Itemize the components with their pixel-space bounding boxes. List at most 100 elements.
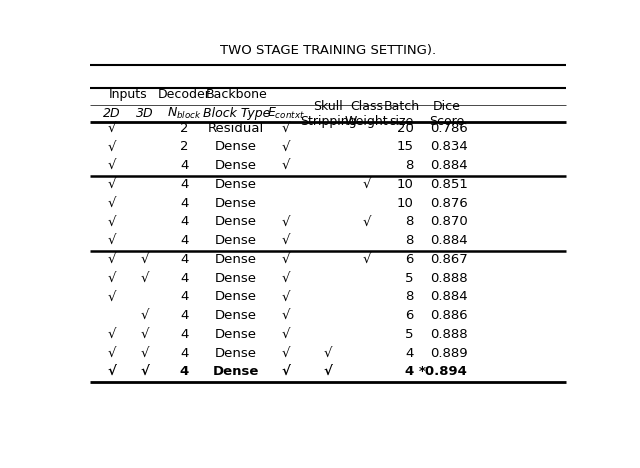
Text: 4: 4: [180, 290, 188, 303]
Text: 6: 6: [405, 253, 414, 266]
Text: 10: 10: [397, 178, 414, 191]
Text: Dense: Dense: [215, 309, 257, 322]
Text: √: √: [282, 234, 290, 247]
Text: 4: 4: [180, 328, 188, 341]
Text: √: √: [282, 122, 290, 135]
Text: √: √: [324, 366, 332, 378]
Text: Dense: Dense: [215, 253, 257, 266]
Text: TWO STAGE TRAINING SETTING).: TWO STAGE TRAINING SETTING).: [220, 44, 436, 57]
Text: 4: 4: [405, 347, 414, 359]
Text: √: √: [140, 328, 148, 341]
Text: Dense: Dense: [215, 140, 257, 154]
Text: √: √: [108, 271, 116, 285]
Text: √: √: [362, 215, 371, 228]
Text: Dice
Score: Dice Score: [429, 100, 465, 128]
Text: 2: 2: [180, 140, 188, 154]
Text: √: √: [282, 347, 290, 359]
Text: √: √: [108, 234, 116, 247]
Text: Dense: Dense: [215, 347, 257, 359]
Text: Dense: Dense: [215, 234, 257, 247]
Text: Skull
Stripping: Skull Stripping: [300, 100, 356, 128]
Text: √: √: [282, 215, 290, 228]
Text: $E_{contxt}$: $E_{contxt}$: [267, 106, 305, 121]
Text: √: √: [362, 253, 371, 266]
Text: √: √: [282, 309, 290, 322]
Text: 4: 4: [180, 178, 188, 191]
Text: 2: 2: [180, 122, 188, 135]
Text: √: √: [282, 159, 290, 172]
Text: 0.888: 0.888: [430, 328, 468, 341]
Text: √: √: [108, 290, 116, 303]
Text: 0.888: 0.888: [430, 271, 468, 285]
Text: 2D: 2D: [104, 107, 121, 120]
Text: 4: 4: [404, 366, 414, 378]
Text: 4: 4: [180, 234, 188, 247]
Text: 4: 4: [180, 159, 188, 172]
Text: √: √: [282, 290, 290, 303]
Text: Dense: Dense: [215, 178, 257, 191]
Text: 4: 4: [180, 271, 188, 285]
Text: *0.894: *0.894: [419, 366, 468, 378]
Text: 0.851: 0.851: [430, 178, 468, 191]
Text: 4: 4: [180, 366, 189, 378]
Text: 8: 8: [405, 159, 414, 172]
Text: √: √: [108, 122, 116, 135]
Text: Residual: Residual: [208, 122, 264, 135]
Text: √: √: [282, 271, 290, 285]
Text: √: √: [108, 253, 116, 266]
Text: √: √: [108, 366, 116, 378]
Text: 0.884: 0.884: [430, 234, 468, 247]
Text: √: √: [140, 309, 148, 322]
Text: √: √: [108, 328, 116, 341]
Text: √: √: [108, 178, 116, 191]
Text: 0.884: 0.884: [430, 159, 468, 172]
Text: 4: 4: [180, 197, 188, 210]
Text: 0.786: 0.786: [430, 122, 468, 135]
Text: 4: 4: [180, 347, 188, 359]
Text: Batch
size: Batch size: [383, 100, 419, 128]
Text: √: √: [140, 347, 148, 359]
Text: 6: 6: [405, 309, 414, 322]
Text: 4: 4: [180, 253, 188, 266]
Text: √: √: [140, 253, 148, 266]
Text: Inputs: Inputs: [109, 88, 148, 101]
Text: √: √: [324, 347, 332, 359]
Text: √: √: [362, 178, 371, 191]
Text: Dense: Dense: [215, 271, 257, 285]
Text: 8: 8: [405, 290, 414, 303]
Text: √: √: [108, 215, 116, 228]
Text: Class
Weight: Class Weight: [345, 100, 388, 128]
Text: 4: 4: [180, 309, 188, 322]
Text: 0.884: 0.884: [430, 290, 468, 303]
Text: 8: 8: [405, 215, 414, 228]
Text: 0.834: 0.834: [430, 140, 468, 154]
Text: 0.867: 0.867: [430, 253, 468, 266]
Text: √: √: [108, 140, 116, 154]
Text: Dense: Dense: [215, 215, 257, 228]
Text: √: √: [282, 366, 291, 378]
Text: Dense: Dense: [215, 290, 257, 303]
Text: √: √: [108, 347, 116, 359]
Text: Decoder: Decoder: [157, 88, 211, 101]
Text: √: √: [108, 159, 116, 172]
Text: Dense: Dense: [213, 366, 259, 378]
Text: 5: 5: [405, 328, 414, 341]
Text: 20: 20: [397, 122, 414, 135]
Text: Block Type: Block Type: [202, 107, 270, 120]
Text: Dense: Dense: [215, 159, 257, 172]
Text: 0.876: 0.876: [430, 197, 468, 210]
Text: 0.870: 0.870: [430, 215, 468, 228]
Text: √: √: [282, 253, 290, 266]
Text: √: √: [282, 328, 290, 341]
Text: $N_{block}$: $N_{block}$: [167, 106, 202, 121]
Text: Backbone: Backbone: [205, 88, 267, 101]
Text: 0.889: 0.889: [430, 347, 468, 359]
Text: √: √: [108, 197, 116, 210]
Text: 8: 8: [405, 234, 414, 247]
Text: 15: 15: [397, 140, 414, 154]
Text: 4: 4: [180, 215, 188, 228]
Text: 10: 10: [397, 197, 414, 210]
Text: 0.886: 0.886: [430, 309, 468, 322]
Text: 3D: 3D: [136, 107, 154, 120]
Text: Dense: Dense: [215, 328, 257, 341]
